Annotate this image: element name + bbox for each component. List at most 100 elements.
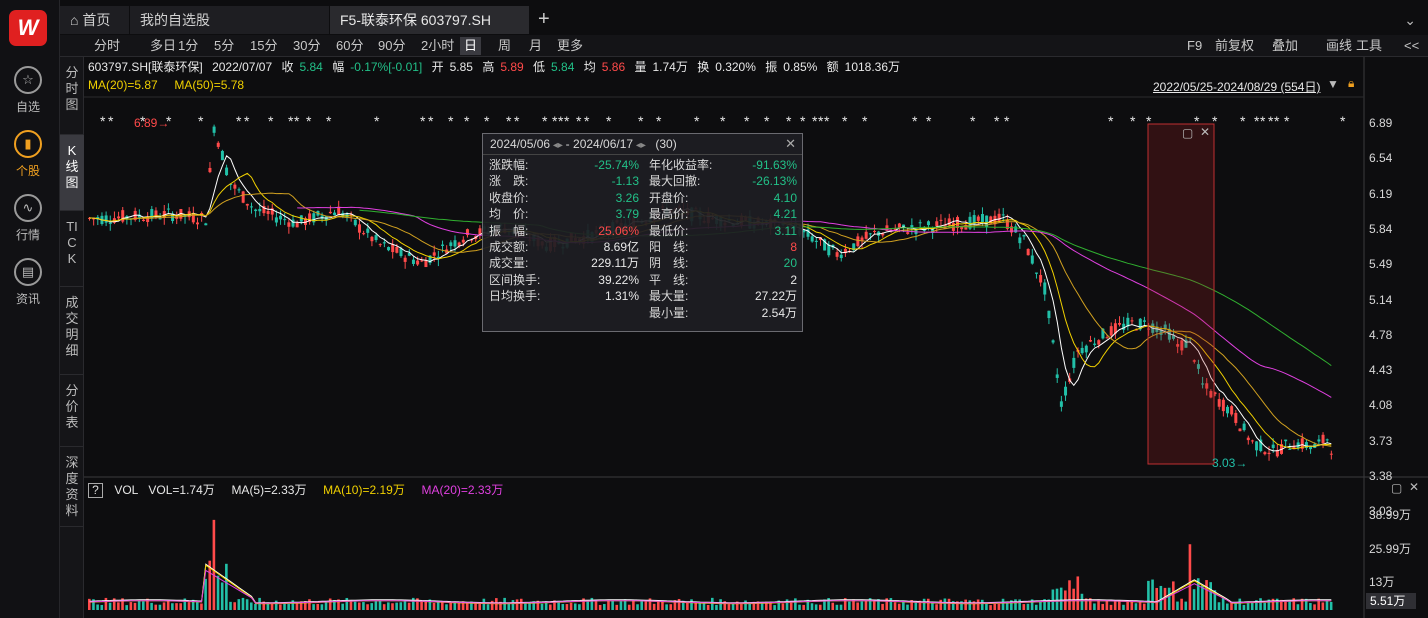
candle-body [827,244,831,256]
popup-stat-row: 开盘价: 4.10 [649,190,797,205]
side-tab-3[interactable]: 成交明细 [60,287,84,375]
volume-bar [216,575,220,610]
volume-bar [910,600,913,610]
rail-item-market[interactable]: ∿ 行情 [0,194,56,243]
candle-body [1101,328,1105,339]
volume-bar [852,599,855,610]
candle-body [137,214,141,218]
volume-bar [611,600,614,610]
volume-bar [191,599,195,610]
tool-button-3[interactable]: 画线 [1326,38,1353,53]
close-icon[interactable]: ✕ [785,136,796,151]
period-8[interactable]: 2小时 [421,38,455,53]
volume-bar [233,602,236,610]
close-icon[interactable]: ✕ [1409,480,1420,494]
candle-body [823,239,827,251]
period-6[interactable]: 60分 [336,38,364,53]
tab-home[interactable]: ⌂ 首页 [60,6,130,34]
tab-watchlist[interactable]: 我的自选股 [130,6,330,34]
side-tab-5[interactable]: 深度资料 [60,447,84,527]
close-icon[interactable]: ✕ [1200,125,1211,139]
volume-bar [872,601,876,610]
event-marker: * [244,113,250,129]
tool-button-1[interactable]: 前复权 [1215,38,1255,53]
rail-item-stock[interactable]: ▮ 个股 [0,130,56,179]
period-7[interactable]: 90分 [378,38,406,53]
tool-button-0[interactable]: F9 [1187,38,1203,53]
candle-body [1180,340,1184,351]
tab-stock-detail[interactable]: F5-联泰环保 603797.SH [330,6,530,34]
candle-body [902,224,906,228]
event-marker: * [744,113,750,129]
stepper-icon[interactable]: ◂▸ [550,140,566,151]
candle-body [291,219,295,227]
stepper-icon[interactable]: ◂▸ [633,140,649,151]
side-tab-1[interactable]: K线图 [60,135,84,211]
volume-bar [445,604,448,610]
candle-body [436,256,440,260]
side-tab-2[interactable]: TICK [60,211,84,287]
period-9[interactable]: 日 [460,37,482,55]
candle-body [328,211,332,214]
tool-button-4[interactable]: 工具 [1356,38,1383,53]
event-marker: * [542,113,548,129]
candle-body [337,206,341,216]
volume-bar [175,603,178,610]
low-price-mark: 3.03→ [1212,456,1247,470]
popup-stat-row: 均 价: 3.79 [489,207,639,222]
period-5[interactable]: 30分 [293,38,321,53]
maximize-icon[interactable]: ▢ [1182,126,1194,140]
volume-bar [760,602,764,610]
period-4[interactable]: 15分 [250,38,278,53]
volume-bar [229,601,232,610]
period-0[interactable]: 分时 [94,38,121,53]
volume-bar [893,602,897,610]
period-12[interactable]: 更多 [557,38,584,53]
add-tab-button[interactable]: + [538,8,550,30]
volume-bar [1329,601,1333,610]
rail-item-watchlist[interactable]: ☆ 自选 [0,66,56,115]
period-2[interactable]: 1分 [178,38,199,53]
lock-icon[interactable]: 🔒︎ [1348,76,1355,90]
event-marker: * [1268,113,1274,129]
volume-bar [980,599,984,610]
event-marker: * [764,113,770,129]
dropdown-triangle-icon[interactable]: ▼ [1327,77,1339,91]
side-tab-4[interactable]: 分价表 [60,375,84,447]
volume-bar [407,602,411,610]
candle-body [1026,248,1030,256]
volume-bar [926,598,930,610]
candle-body [1321,434,1325,444]
volume-bar [1188,544,1192,610]
tool-button-2[interactable]: 叠加 [1272,38,1299,53]
price-axis-label: 3.38 [1369,469,1393,483]
volume-bar [644,600,648,610]
event-marker: * [448,113,454,129]
help-icon[interactable]: ? [88,483,103,498]
period-1[interactable]: 多日 [150,38,177,53]
rail-item-news[interactable]: ▤ 资讯 [0,258,56,307]
chevron-down-icon[interactable]: ⌄ [1404,12,1416,28]
popup-stat-value: 1.31% [604,289,639,304]
tool-button-5[interactable]: << [1404,38,1420,53]
volume-bar [245,599,249,610]
volume-bar [960,601,963,610]
side-tab-0[interactable]: 分时图 [60,57,84,135]
volume-bar [208,560,212,610]
maximize-icon[interactable]: ▢ [1391,481,1403,495]
period-11[interactable]: 月 [529,38,543,53]
candle-body [295,222,299,228]
volume-bar [677,598,681,610]
volume-bar [262,601,266,610]
volume-bar [885,598,889,610]
price-axis-label: 5.84 [1369,221,1393,236]
candle-body [918,222,922,224]
period-3[interactable]: 5分 [214,38,235,53]
volume-bar [324,602,328,610]
period-10[interactable]: 周 [498,38,512,53]
event-marker: * [842,113,848,129]
candle-body [416,260,420,265]
candle-body [1005,219,1009,229]
volume-bar [303,601,307,610]
date-range[interactable]: 2022/05/25-2024/08/29 (554日) [1153,80,1321,94]
